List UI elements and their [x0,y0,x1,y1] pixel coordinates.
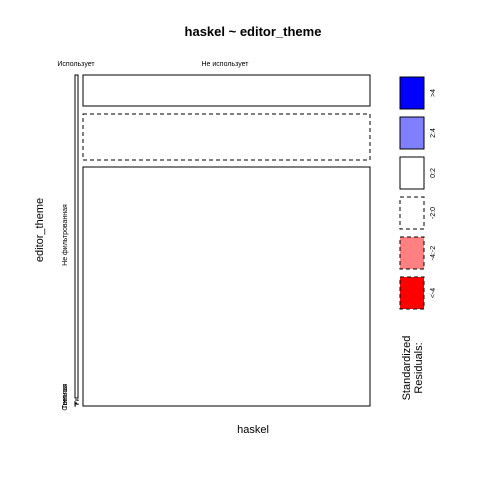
x-category-label-not-uses: Не использует [202,61,250,68]
legend-label: <-4 [430,288,437,298]
legend-swatch [399,236,425,270]
x-axis-label: haskel [237,424,269,436]
legend-label: -2:0 [430,207,437,219]
y-category-label-light: Светлая [62,383,69,410]
mosaic-tile [82,166,371,407]
legend-label: -4:-2 [430,246,437,261]
y-axis-label: editor_theme [34,198,46,262]
mosaic-tile [74,399,79,404]
legend-label: 2:4 [430,128,437,138]
chart-title: haskel ~ editor_theme [185,24,322,39]
mosaic-tiles [74,74,371,407]
legend-swatch [399,156,425,190]
x-category-label-uses: Использует [57,61,95,68]
legend-label: 0:2 [430,168,437,178]
mosaic-tile [82,74,371,107]
legend-swatch [399,116,425,150]
y-category-label-dark: Темная [62,385,69,409]
legend-swatch [399,76,425,110]
legend-swatch [399,196,425,230]
mosaic-tile [82,113,371,161]
legend-label: >4 [430,89,437,97]
mosaic-tile [74,403,79,407]
legend-swatch [399,276,425,310]
mosaic-tile [74,74,79,399]
legend-title-line-2: Residuals: [413,342,425,393]
legend: >4 2:4 0:2 -2:0 -4:-2 <-4 [399,76,437,310]
y-category-label-unfiltered: Не фильтрованная [62,204,69,266]
legend-title-line-1: Standardized [401,336,413,401]
